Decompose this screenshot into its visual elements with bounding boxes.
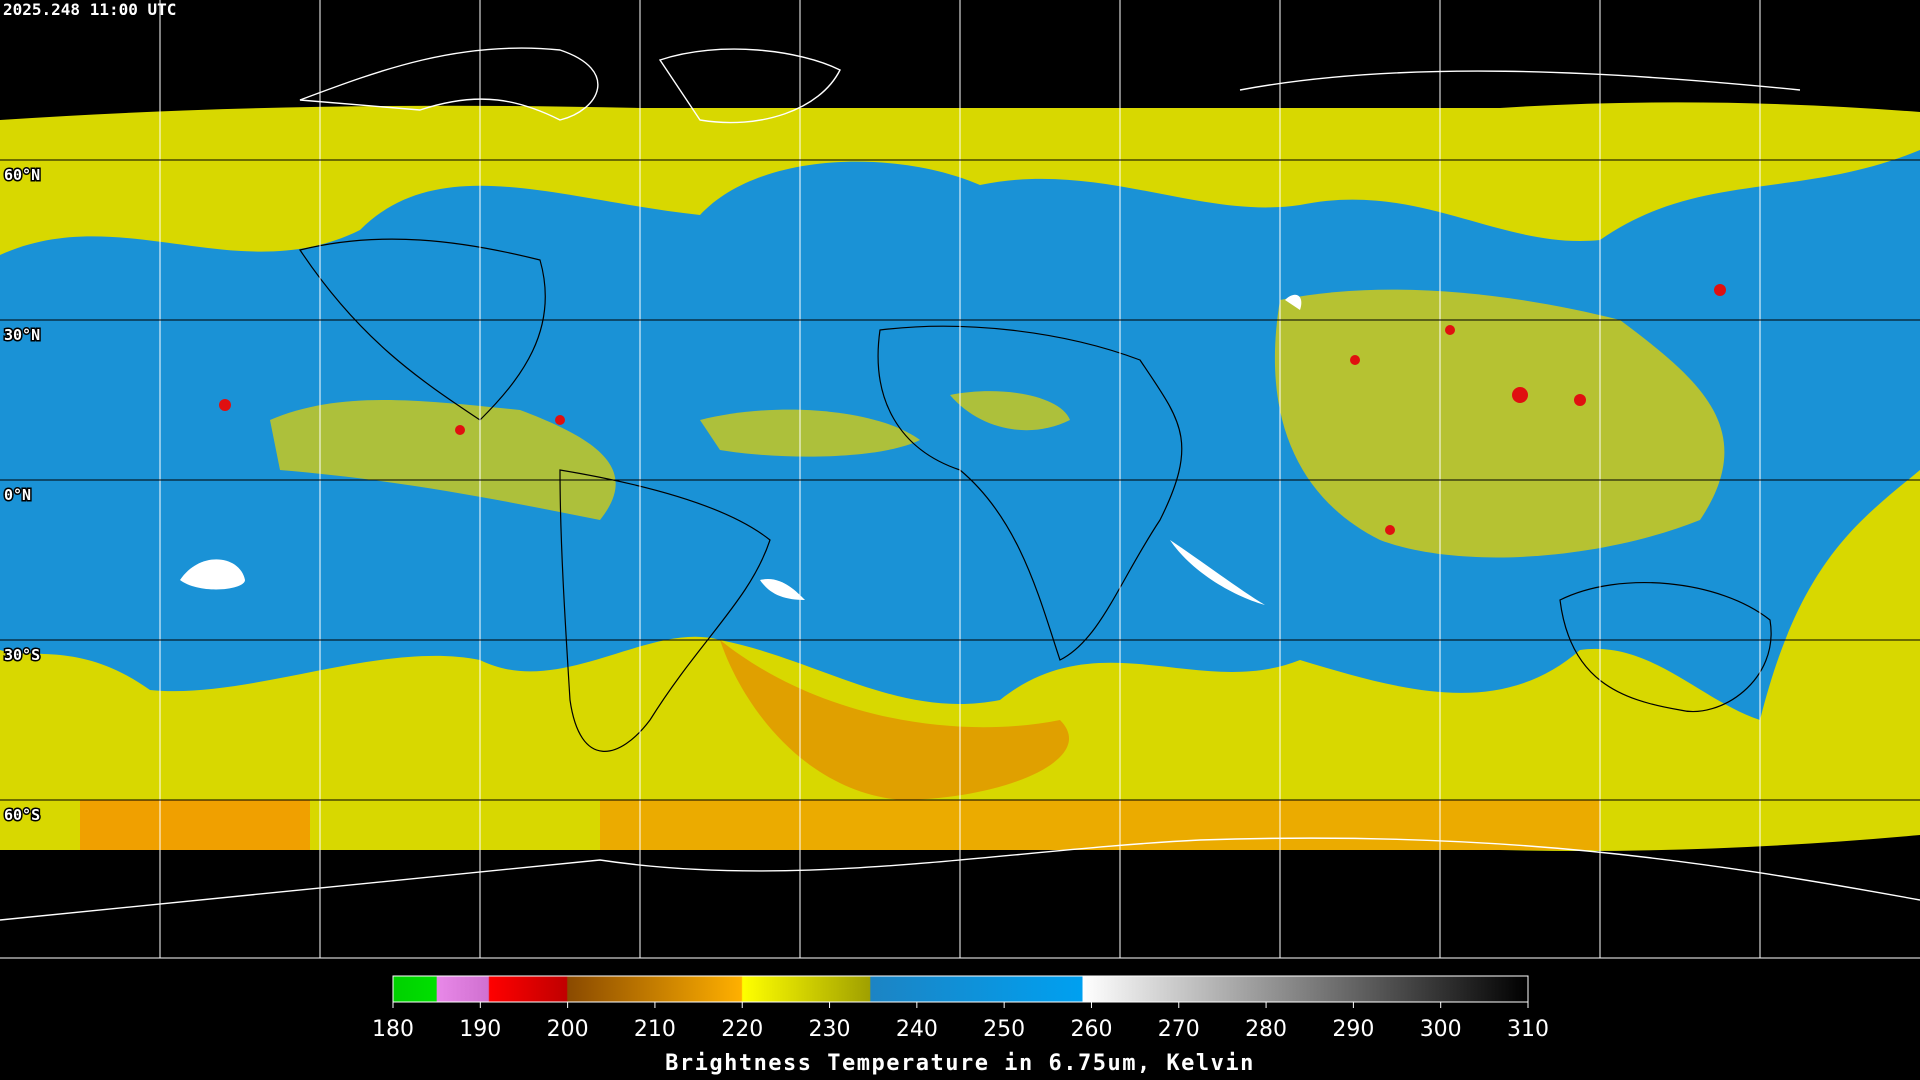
colorbar-tick-label: 260 [1070,1017,1112,1042]
colorbar-tick-label: 310 [1507,1017,1549,1042]
colorbar-tick-label: 240 [896,1017,938,1042]
latitude-label: 60°S [4,806,40,824]
colorbar-tick-label: 280 [1245,1017,1287,1042]
colorbar-tick-label: 200 [547,1017,589,1042]
colorbar-tick-label: 230 [809,1017,851,1042]
latitude-label: 30°S [4,646,40,664]
colorbar-tick-label: 270 [1158,1017,1200,1042]
colorbar-tick-label: 250 [983,1017,1025,1042]
latitude-label: 60°N [4,166,40,184]
colorbar [392,975,1529,1003]
colorbar-tick-label: 190 [459,1017,501,1042]
colorbar-tick-label: 290 [1332,1017,1374,1042]
timestamp: 2025.248 11:00 UTC [3,0,176,19]
colorbar-tick-label: 300 [1420,1017,1462,1042]
colorbar-tick-label: 210 [634,1017,676,1042]
colorbar-tick-label: 180 [372,1017,414,1042]
latitude-label: 0°N [4,486,31,504]
colorbar-tick-label: 220 [721,1017,763,1042]
graticule [0,0,1920,959]
colorbar-title: Brightness Temperature in 6.75um, Kelvin [665,1051,1255,1076]
latitude-label: 30°N [4,326,40,344]
